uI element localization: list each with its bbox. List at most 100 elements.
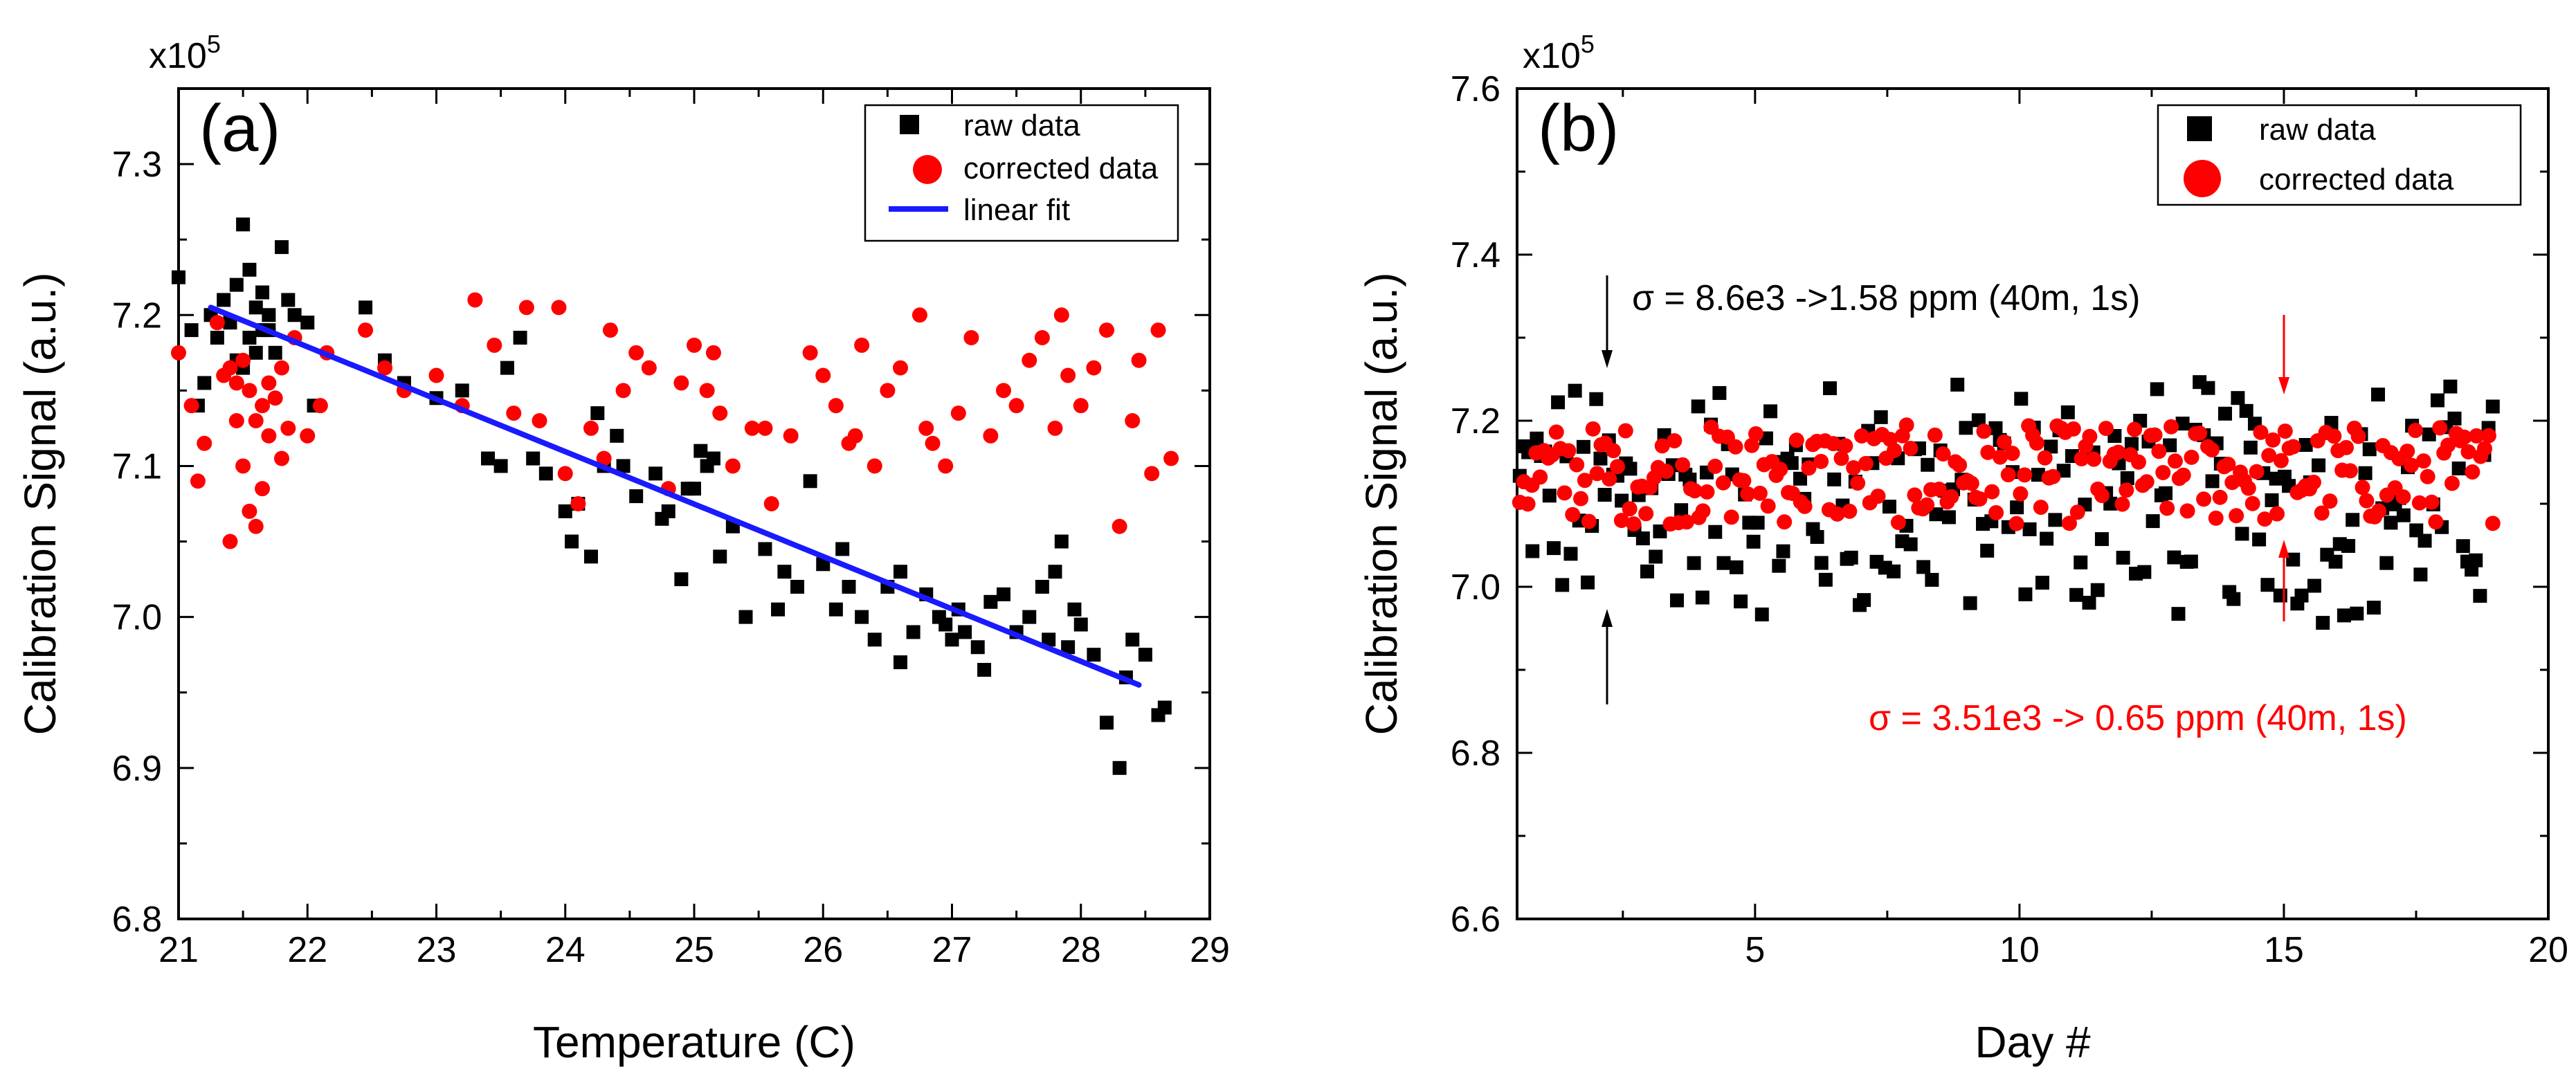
- corrected-data-point: [190, 473, 206, 489]
- legend-label-corrected-a: corrected data: [963, 152, 1159, 185]
- corrected-data-point: [1577, 473, 1593, 489]
- raw-data-point: [777, 565, 792, 579]
- raw-data-point: [977, 663, 992, 677]
- corrected-data-point: [1144, 466, 1160, 482]
- x-axis-title-a: Temperature (C): [533, 1017, 855, 1067]
- corrected-data-point: [2285, 439, 2301, 455]
- raw-data-point: [790, 580, 804, 594]
- raw-data-point: [1551, 395, 1566, 410]
- raw-data-point: [894, 655, 907, 670]
- corrected-data-point: [248, 413, 264, 428]
- corrected-data-point: [2342, 463, 2358, 479]
- corrected-data-point: [2094, 488, 2110, 504]
- raw-data-point: [970, 640, 985, 655]
- raw-data-point: [2358, 466, 2373, 480]
- raw-data-point: [2048, 513, 2062, 527]
- raw-data-point: [1687, 556, 1701, 570]
- corrected-data-point: [1047, 420, 1063, 436]
- corrected-data-point: [1740, 486, 1756, 502]
- raw-data-point: [1971, 413, 1986, 428]
- corrected-data-point: [1715, 475, 1731, 491]
- x-tick-label-a: 27: [932, 930, 972, 970]
- corrected-data-point: [2456, 429, 2472, 445]
- corrected-data-point: [802, 345, 818, 361]
- raw-data-point: [1054, 534, 1069, 549]
- raw-data-point: [1138, 648, 1152, 662]
- corrected-data-point: [847, 428, 863, 444]
- raw-data-point: [558, 504, 572, 518]
- raw-data-point: [983, 594, 998, 609]
- raw-data-point: [1100, 715, 1114, 730]
- raw-data-point: [2294, 588, 2309, 603]
- raw-data-point: [2094, 532, 2109, 547]
- panel-label-b: (b): [1538, 91, 1619, 165]
- legend-a: raw data corrected data linear fit: [864, 104, 1179, 242]
- raw-data-point: [997, 587, 1010, 601]
- corrected-data-point: [1801, 460, 1817, 476]
- corrected-data-point: [2465, 464, 2480, 480]
- corrected-data-point: [2424, 494, 2440, 510]
- corrected-data-point: [377, 360, 392, 376]
- axis-ticks-a: [177, 89, 1211, 920]
- raw-data-point: [1818, 572, 1833, 587]
- y-tick-label-b: 7.4: [1451, 235, 1500, 275]
- raw-data-point: [1874, 410, 1888, 424]
- corrected-data-point: [2350, 428, 2366, 444]
- raw-data-point: [1157, 700, 1172, 715]
- corrected-data-point: [596, 450, 612, 466]
- corrected-data-point: [255, 481, 271, 497]
- corrected-data-point: [267, 390, 283, 406]
- raw-data-point: [1734, 594, 1748, 609]
- arrow-raw-top-head: [1602, 350, 1613, 368]
- corrected-data-point: [428, 367, 444, 383]
- corrected-data-point: [2196, 491, 2212, 507]
- raw-data-point: [1597, 488, 1612, 502]
- corrected-data-point: [1610, 459, 1626, 475]
- corrected-data-point: [1687, 483, 1703, 499]
- corrected-data-point: [2159, 500, 2175, 516]
- raw-data-point: [2350, 606, 2364, 621]
- raw-data-point: [906, 625, 920, 639]
- raw-data-point: [236, 217, 251, 232]
- raw-data-point: [1653, 524, 1667, 538]
- y-multiplier-exp-a: 5: [207, 30, 221, 58]
- raw-data-point: [1067, 602, 1082, 617]
- raw-data-point: [1814, 556, 1829, 570]
- raw-data-point: [1925, 572, 1939, 587]
- panel-a: 21 22 23 24 25 26 27 28 29 6.8 6.9 7.0 7.1 7.2 7.3 (a…: [15, 30, 1230, 1067]
- raw-data-point: [828, 602, 843, 617]
- corrected-data-point: [1532, 469, 1548, 485]
- corrected-data-point: [2257, 511, 2273, 527]
- corrected-data-point: [2244, 495, 2260, 511]
- corrected-data-point: [2065, 421, 2081, 437]
- corrected-data-point: [2220, 456, 2236, 472]
- raw-data-point: [1555, 578, 1570, 592]
- raw-data-point: [674, 572, 689, 587]
- corrected-data-point: [1727, 439, 1743, 455]
- raw-data-point: [2260, 578, 2275, 592]
- raw-data-point: [2060, 405, 2075, 419]
- corrected-data-point: [615, 383, 631, 399]
- legend-label-raw-b: raw data: [2259, 113, 2376, 147]
- corrected-data-point: [2119, 482, 2134, 498]
- raw-data-point: [1980, 543, 1995, 558]
- y-multiplier-a: x105: [149, 30, 221, 76]
- y-tick-label-b: 7.0: [1451, 567, 1500, 608]
- raw-data-point: [172, 270, 185, 284]
- raw-data-point: [1042, 632, 1056, 647]
- raw-data-point: [2430, 393, 2445, 408]
- corrected-data-point: [2192, 426, 2208, 441]
- raw-data-point: [1640, 564, 1655, 578]
- raw-data-point: [2040, 531, 2054, 546]
- raw-data-point: [1716, 556, 1731, 570]
- corrected-data-point: [1626, 516, 1642, 532]
- raw-data-point: [2035, 576, 2049, 590]
- raw-data-point: [2265, 493, 2279, 507]
- corrected-data-point: [687, 337, 702, 353]
- corrected-data-point: [2249, 464, 2265, 480]
- corrected-data-point: [1976, 423, 1992, 439]
- corrected-data-point: [1679, 514, 1695, 530]
- raw-data-point: [2409, 523, 2424, 538]
- raw-data-point: [2469, 553, 2483, 567]
- corrected-data-point: [487, 337, 502, 353]
